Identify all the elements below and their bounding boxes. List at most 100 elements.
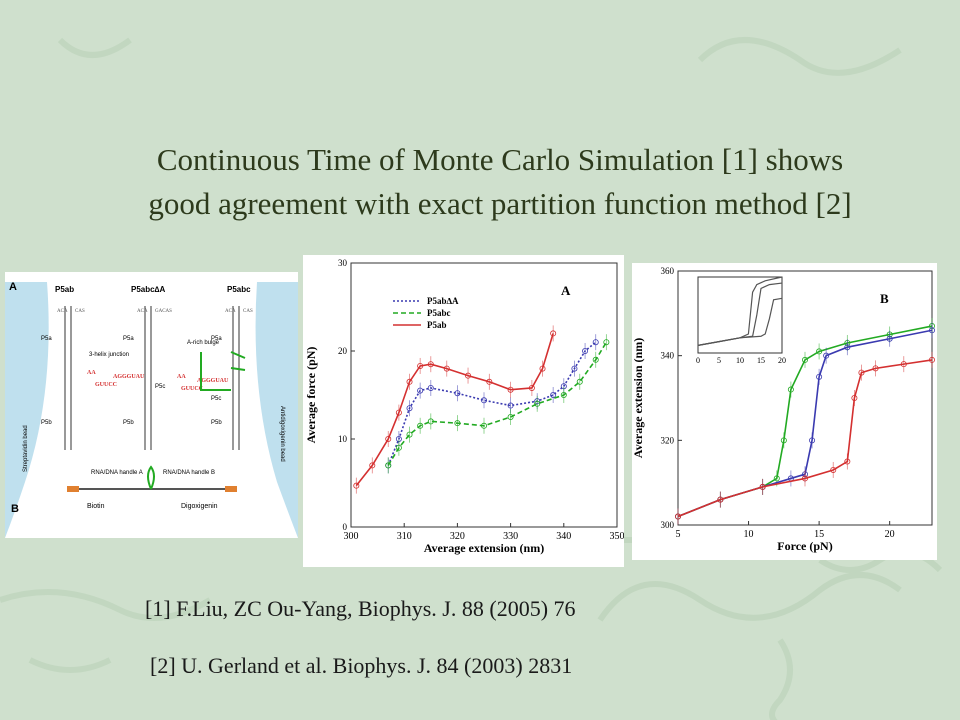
inset-series-2 [697,297,783,346]
inset-frame [697,276,783,354]
diagram-label-b: B [11,503,19,515]
rna-diagram-panel: A B P5ab P5abc∆A P5abc ACA CAS ACA GACAS A… [5,272,298,538]
data-point-1-5 [454,420,461,427]
y-tick-label-3: 360 [661,266,675,276]
data-point-1-12 [603,339,610,346]
inset-x-tick-label-4: 20 [778,356,786,365]
diagram-label-a: A [9,281,17,293]
data-point-2-2 [759,483,766,490]
inset-x-tick-label-0: 0 [696,356,700,365]
base-letters: ACA CAS ACA GACAS ACA CAS [57,309,253,314]
data-point-0-6 [801,356,808,363]
y-tick-label-0: 0 [343,522,348,532]
data-point-0-13 [592,339,599,346]
y-tick-label-2: 20 [338,346,348,356]
chart-a-panel: 300 310 320 330 340 350 0 10 20 30 Average extensi… [303,255,624,567]
digoxigenin-marker [225,486,237,492]
x-axis-label: Force (pN) [777,539,832,553]
reference-1: [1] F.Liu, ZC Ou-Yang, Biophys. J. 88 (2… [145,596,576,621]
data-point-2-10 [928,356,935,363]
data-point-1-11 [592,356,599,363]
reference-2: [2] U. Gerland et al. Biophys. J. 84 (20… [150,653,573,678]
svg-text:ACA: ACA [225,309,236,314]
data-point-2-4 [406,378,413,385]
data-point-1-4 [427,418,434,425]
legend-label-0: P5ab∆A [427,296,459,306]
title-line-2: good agreement with exact partition func… [148,186,852,221]
data-point-1-6 [816,373,823,380]
x-tick-label-5: 350 [610,531,625,542]
helix-label-p5a-3: P5a [211,336,222,342]
svg-text:GACAS: GACAS [155,309,172,314]
legend-label-1: P5abc [427,308,451,318]
y-axis-label: Average extension (nm) [632,338,645,458]
svg-text:AGGGUAU: AGGGUAU [113,374,145,380]
helix-label-p5a-2: P5a [123,336,134,342]
svg-text:ACA: ACA [137,309,148,314]
x-tick-label-3: 330 [503,531,518,542]
helix-label-p5b-3: P5b [211,420,222,426]
y-tick-label-0: 300 [661,520,675,530]
data-point-1-10 [576,378,583,385]
data-point-0-3 [773,475,780,482]
rna-diagram: A B P5ab P5abc∆A P5abc ACA CAS ACA GACAS A… [5,281,298,538]
data-point-2-3 [801,475,808,482]
handle-a-label: RNA/DNA handle A [91,470,143,476]
data-point-2-3 [395,409,402,416]
handle-b-label: RNA/DNA handle B [163,470,215,476]
data-point-2-11 [528,384,535,391]
svg-text:GUUCC: GUUCC [95,382,117,388]
data-point-2-7 [858,369,865,376]
data-point-1-7 [823,352,830,359]
data-point-2-0 [353,482,360,489]
x-tick-label-4: 340 [556,531,571,542]
streptavidin-bead [5,282,49,538]
red-bases: AA AGGGUAU GUUCC AA AGGGUAU GUUCC [87,370,229,392]
data-point-1-3 [417,422,424,429]
x-tick-label-3: 20 [885,529,895,540]
x-tick-label-2: 15 [814,529,824,540]
rna-hairpin [147,465,155,490]
data-point-2-9 [486,378,493,385]
data-point-0-9 [550,391,557,398]
series-line-2 [355,333,554,487]
series-line-1 [387,341,608,466]
junction-label: 3-helix junction [89,352,129,358]
x-tick-label-2: 320 [450,531,465,542]
helix-label-p5c-1: P5c [155,384,165,390]
slide-title: Continuous Time of Monte Carlo Simulatio… [60,138,940,226]
data-point-1-9 [560,391,567,398]
data-point-1-0 [385,462,392,469]
helix-label-p5b-1: P5b [41,420,52,426]
series-line-2 [677,359,933,518]
data-point-0-4 [780,437,787,444]
biotin-marker [67,486,79,492]
plot-frame [350,262,618,528]
data-point-0-3 [417,387,424,394]
data-point-2-12 [539,365,546,372]
plot-frame [677,270,933,526]
data-point-1-7 [507,413,514,420]
data-point-1-5 [809,437,816,444]
data-point-2-8 [872,365,879,372]
data-point-2-5 [844,458,851,465]
data-point-1-8 [844,344,851,351]
panel-label: A [561,283,571,298]
y-tick-label-2: 340 [661,351,675,361]
legend: P5ab∆A P5abc P5ab [393,296,459,330]
svg-text:GUUCC: GUUCC [181,386,203,392]
chart-a: 300 310 320 330 340 350 0 10 20 30 Average extensi… [304,258,625,555]
svg-text:ACA: ACA [57,309,68,314]
left-bead-label: Streptavidin bead [23,425,29,472]
y-axis-label: Average force (pN) [304,347,318,444]
right-bead-label: Antidigoxigenin bead [279,406,285,462]
panel-label: B [880,291,889,306]
data-point-1-8 [534,400,541,407]
data-point-2-13 [550,330,557,337]
construct-p5abc: P5abc [227,285,251,294]
inset-x-tick-label-1: 5 [717,356,721,365]
data-point-2-0 [675,513,682,520]
data-point-2-9 [900,361,907,368]
data-point-1-1 [395,444,402,451]
x-tick-label-0: 5 [676,529,681,540]
